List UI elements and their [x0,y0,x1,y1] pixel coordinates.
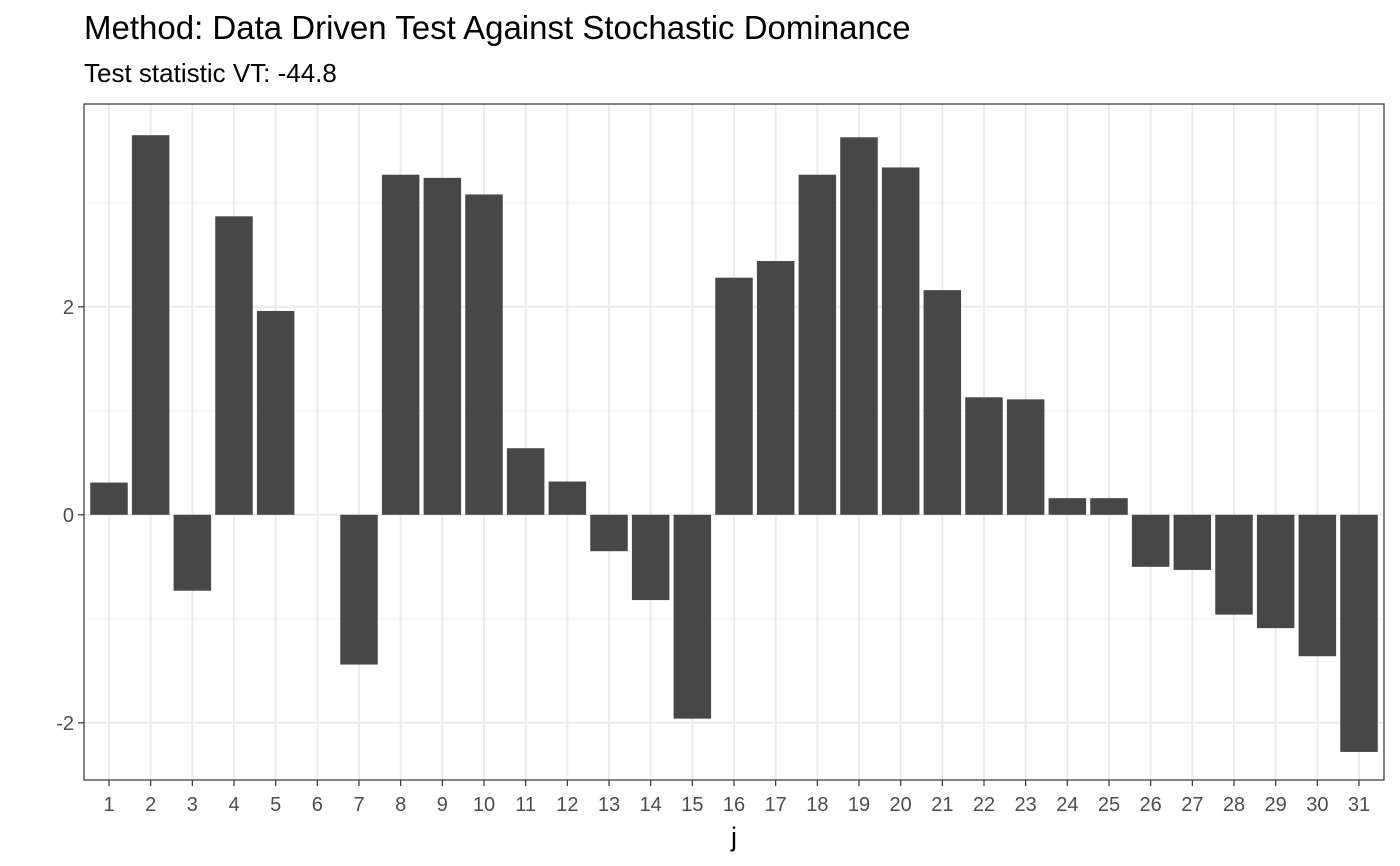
x-tick-label: 31 [1348,794,1370,816]
bar-24 [1048,498,1087,515]
x-tick-label: 22 [973,794,995,816]
y-axis: -2 0 2 [56,297,84,735]
y-tick-label: 0 [63,505,74,527]
x-tick-label: 27 [1181,794,1203,816]
bar-18 [798,174,837,515]
bars-group [90,135,1378,752]
bar-7 [340,514,378,665]
bar-3 [173,514,212,591]
bar-27 [1173,514,1212,570]
x-tick-label: 11 [515,794,536,816]
bar-14 [631,514,670,601]
bar-10 [465,194,503,515]
x-tick-label: 2 [145,794,156,816]
chart-subtitle: Test statistic VT: -44.8 [84,58,337,88]
bar-26 [1131,514,1170,567]
bar-31 [1340,514,1378,752]
x-tick-label: 7 [353,794,364,816]
x-tick-label: 3 [187,794,198,816]
bar-23 [1006,399,1045,515]
x-tick-label: 15 [681,794,703,816]
chart-title: Method: Data Driven Test Against Stochas… [84,9,911,46]
x-tick-label: 17 [765,794,787,816]
x-tick-label: 21 [931,794,953,816]
x-tick-label: 6 [312,794,323,816]
x-tick-label: 19 [848,794,870,816]
x-tick-label: 23 [1015,794,1037,816]
x-tick-label: 4 [228,794,239,816]
x-tick-label: 14 [640,794,662,816]
x-tick-label: 26 [1140,794,1162,816]
x-tick-label: 20 [890,794,912,816]
bar-16 [715,277,753,515]
bar-4 [215,216,253,515]
bar-28 [1215,514,1253,615]
y-tick-label: 2 [63,297,74,319]
x-tick-label: 9 [437,794,448,816]
bar-30 [1298,514,1337,657]
x-tick-label: 30 [1306,794,1328,816]
x-tick-label: 16 [723,794,745,816]
x-tick-label: 1 [103,794,114,816]
x-axis: 1 2 3 4 5 6 7 8 9 10 11 12 13 14 15 16 17 18 19 20 21 22 23 24 2… [103,780,1370,816]
x-tick-label: 29 [1265,794,1287,816]
x-tick-label: 5 [270,794,281,816]
bar-13 [590,514,628,552]
y-tick-label: -2 [56,713,74,735]
bar-2 [131,135,170,515]
bar-8 [381,174,420,515]
x-tick-label: 12 [556,794,578,816]
x-tick-label: 8 [395,794,406,816]
bar-12 [548,481,587,515]
bar-1 [90,482,128,515]
bar-15 [673,514,712,719]
bar-20 [881,167,920,515]
bar-5 [256,310,295,515]
bar-29 [1256,514,1295,629]
bar-19 [840,137,878,515]
bar-21 [923,290,962,515]
x-axis-title: j [730,822,737,852]
x-tick-label: 24 [1056,794,1078,816]
bar-17 [756,261,795,515]
x-tick-label: 25 [1098,794,1120,816]
bar-22 [965,397,1003,515]
bar-11 [506,448,545,515]
x-tick-label: 18 [806,794,828,816]
x-tick-label: 10 [473,794,495,816]
x-tick-label: 13 [598,794,620,816]
x-tick-label: 28 [1223,794,1245,816]
bar-25 [1090,498,1128,515]
bar-9 [423,177,462,515]
